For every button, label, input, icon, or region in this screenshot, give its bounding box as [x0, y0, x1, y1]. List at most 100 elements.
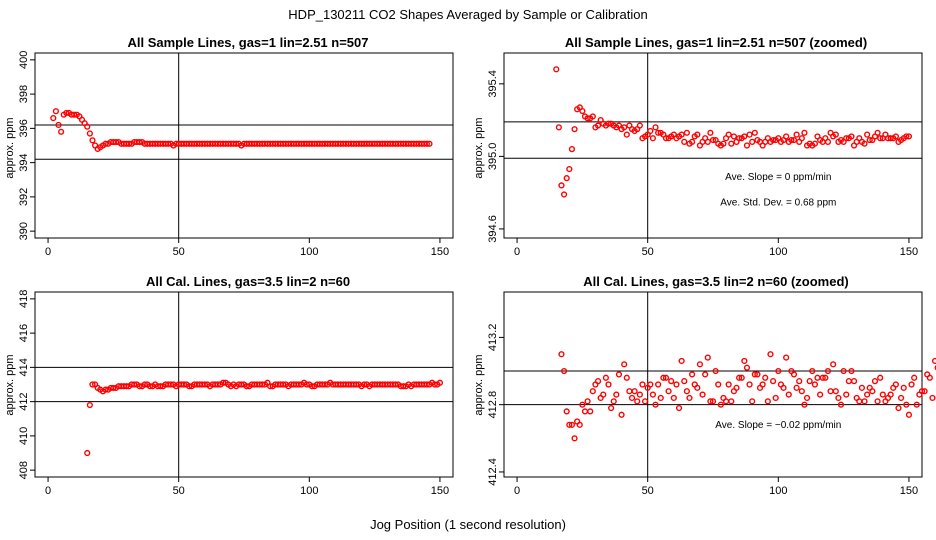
data-point — [662, 374, 670, 381]
data-point — [267, 383, 274, 390]
data-point — [759, 381, 766, 388]
annotation-text: Ave. Slope = −0.02 ppm/min — [715, 420, 841, 431]
data-point — [649, 135, 657, 142]
data-point — [918, 388, 926, 395]
data-point — [785, 391, 792, 398]
data-point — [579, 401, 586, 408]
x-tick-label: 100 — [769, 485, 787, 497]
data-point — [634, 398, 641, 405]
data-point — [50, 114, 57, 122]
y-tick-label: 412.8 — [487, 391, 499, 419]
data-point — [102, 386, 109, 393]
plot-frame — [503, 291, 923, 478]
data-point — [798, 135, 805, 142]
y-tick-label: 390 — [18, 222, 30, 240]
data-point — [89, 381, 96, 388]
data-point — [613, 391, 620, 398]
data-point — [926, 374, 933, 381]
data-point — [587, 408, 594, 415]
data-point — [400, 383, 407, 390]
y-tick-label: 392 — [18, 188, 30, 206]
y-tick-label: 410 — [18, 427, 30, 445]
data-point — [553, 66, 560, 73]
data-point — [814, 374, 821, 381]
data-point — [584, 398, 591, 405]
data-point — [751, 371, 758, 378]
x-tick-label: 100 — [300, 246, 318, 258]
data-point — [751, 129, 758, 136]
data-point — [681, 378, 688, 385]
data-point — [736, 374, 743, 381]
data-point — [806, 378, 813, 385]
data-point — [628, 394, 636, 402]
data-point — [131, 381, 138, 388]
data-point — [730, 133, 738, 140]
data-point — [824, 367, 832, 375]
data-point — [877, 374, 884, 381]
data-point — [52, 108, 60, 115]
data-point — [201, 381, 208, 388]
data-point — [811, 381, 818, 388]
data-point — [798, 388, 805, 395]
data-point — [86, 401, 93, 409]
y-tick-label: 414 — [18, 358, 30, 376]
data-point — [934, 365, 936, 371]
data-point — [850, 378, 858, 385]
figure-suptitle: HDP_130211 CO2 Shapes Averaged by Sample… — [288, 7, 647, 22]
y-tick-label: 412 — [18, 392, 30, 410]
data-point — [102, 140, 109, 147]
data-point — [662, 135, 670, 142]
x-tick-label: 50 — [642, 485, 654, 497]
data-point — [563, 408, 570, 415]
data-point — [665, 388, 672, 395]
y-tick-label: 412.4 — [487, 458, 499, 486]
y-tick-label: 413.2 — [487, 324, 499, 352]
plot-frame — [34, 291, 454, 478]
data-point — [89, 137, 96, 144]
data-point — [913, 401, 920, 408]
data-point — [709, 136, 717, 144]
data-point — [157, 383, 164, 390]
data-point — [903, 401, 910, 408]
data-point — [764, 398, 771, 405]
data-point — [848, 133, 855, 140]
data-point — [704, 138, 711, 145]
data-point — [594, 122, 602, 129]
data-point — [712, 367, 719, 375]
data-point — [678, 131, 685, 138]
data-point — [840, 367, 847, 375]
data-point — [610, 398, 617, 405]
data-point — [136, 383, 143, 390]
data-point — [146, 383, 154, 390]
data-point — [741, 133, 748, 140]
y-tick-label: 418 — [18, 290, 30, 308]
data-point — [837, 401, 845, 408]
data-point — [660, 374, 667, 381]
data-point — [571, 126, 578, 133]
data-point — [678, 357, 685, 365]
x-tick-label: 50 — [173, 246, 185, 258]
y-tick-label: 396 — [18, 119, 30, 137]
data-point — [636, 122, 643, 129]
data-point — [566, 421, 573, 428]
data-point — [233, 140, 240, 147]
data-point — [214, 381, 221, 388]
data-point — [921, 388, 928, 395]
annotation-text: Ave. Slope = 0 ppm/min — [725, 172, 831, 183]
data-point — [749, 138, 756, 145]
data-point — [657, 394, 664, 402]
data-point — [303, 381, 310, 388]
data-point — [683, 129, 690, 136]
x-axis-label: Jog Position (1 second resolution) — [370, 517, 566, 532]
data-point — [423, 381, 430, 388]
data-point — [822, 374, 829, 381]
data-point — [775, 367, 782, 375]
data-point — [733, 384, 740, 391]
data-point — [589, 113, 596, 120]
data-point — [295, 381, 302, 388]
data-point — [688, 371, 696, 378]
data-point — [605, 120, 612, 127]
data-point — [790, 136, 798, 144]
data-point — [623, 131, 630, 138]
data-point — [895, 404, 902, 412]
